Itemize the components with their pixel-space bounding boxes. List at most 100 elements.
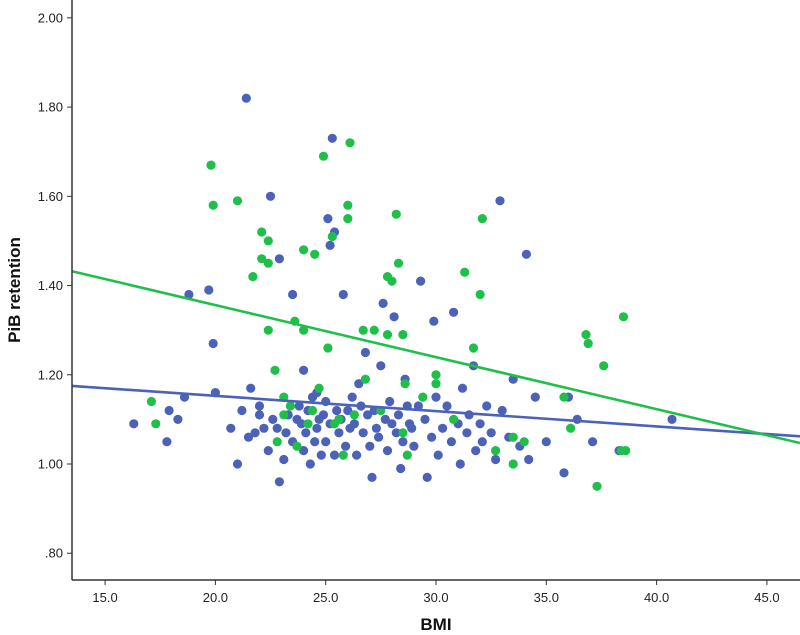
data-point-series-2 bbox=[477, 214, 487, 224]
data-point-series-1 bbox=[327, 133, 337, 143]
data-point-series-1 bbox=[389, 312, 399, 322]
data-point-series-1 bbox=[310, 437, 320, 447]
data-point-series-1 bbox=[387, 419, 397, 429]
x-tick-label: 15.0 bbox=[92, 590, 117, 605]
x-tick-label: 40.0 bbox=[644, 590, 669, 605]
data-point-series-1 bbox=[173, 414, 183, 424]
data-point-series-2 bbox=[358, 325, 368, 335]
data-point-series-1 bbox=[427, 432, 437, 442]
data-point-series-2 bbox=[345, 138, 355, 148]
data-point-series-2 bbox=[257, 254, 267, 264]
data-point-series-2 bbox=[398, 330, 408, 340]
data-point-series-2 bbox=[206, 160, 216, 170]
data-point-series-2 bbox=[402, 450, 412, 460]
data-point-series-1 bbox=[246, 383, 256, 393]
y-tick-label: .80 bbox=[45, 546, 63, 561]
data-point-series-1 bbox=[321, 437, 331, 447]
data-point-series-1 bbox=[343, 405, 353, 416]
data-point-series-1 bbox=[332, 405, 342, 416]
data-point-series-1 bbox=[259, 423, 269, 433]
data-point-series-1 bbox=[325, 240, 335, 250]
data-point-series-1 bbox=[449, 307, 459, 317]
data-point-series-1 bbox=[559, 468, 569, 478]
data-point-series-1 bbox=[482, 401, 492, 411]
data-point-series-1 bbox=[358, 428, 368, 438]
data-point-series-1 bbox=[521, 249, 532, 259]
data-point-series-1 bbox=[363, 410, 373, 420]
data-point-series-2 bbox=[257, 227, 267, 237]
data-point-series-2 bbox=[592, 481, 602, 491]
data-point-series-2 bbox=[391, 209, 401, 219]
data-point-series-1 bbox=[530, 392, 540, 402]
data-point-series-1 bbox=[334, 428, 344, 438]
data-point-series-1 bbox=[376, 361, 386, 371]
data-point-series-2 bbox=[307, 405, 318, 416]
data-point-series-2 bbox=[449, 414, 459, 424]
data-point-series-2 bbox=[285, 401, 295, 411]
y-tick-label: 2.00 bbox=[38, 10, 63, 25]
data-point-series-1 bbox=[265, 191, 276, 201]
data-point-series-2 bbox=[360, 374, 370, 384]
data-point-series-1 bbox=[232, 459, 243, 469]
data-point-series-1 bbox=[374, 432, 384, 442]
data-point-series-1 bbox=[274, 477, 284, 487]
data-point-series-1 bbox=[446, 437, 456, 447]
data-point-series-1 bbox=[164, 405, 174, 416]
data-point-series-1 bbox=[318, 410, 329, 420]
data-point-series-1 bbox=[431, 392, 441, 402]
data-point-series-1 bbox=[471, 446, 481, 456]
data-point-series-1 bbox=[378, 298, 388, 308]
data-point-series-2 bbox=[460, 267, 470, 277]
data-point-series-2 bbox=[369, 325, 379, 335]
data-point-series-2 bbox=[299, 245, 309, 255]
data-point-series-1 bbox=[301, 428, 311, 438]
data-point-series-1 bbox=[254, 401, 265, 411]
data-point-series-1 bbox=[329, 450, 340, 460]
data-point-series-1 bbox=[305, 459, 315, 469]
plot-area bbox=[71, 93, 800, 491]
data-point-series-1 bbox=[299, 446, 309, 456]
data-point-series-1 bbox=[442, 401, 452, 411]
data-point-series-1 bbox=[347, 392, 357, 402]
data-point-series-2 bbox=[318, 151, 329, 161]
data-point-series-2 bbox=[508, 432, 518, 442]
data-point-series-1 bbox=[323, 214, 333, 224]
y-tick-label: 1.60 bbox=[38, 189, 63, 204]
data-point-series-1 bbox=[667, 414, 677, 424]
fit-line-series-2 bbox=[71, 269, 800, 445]
data-point-series-2 bbox=[310, 249, 320, 259]
data-point-series-2 bbox=[314, 383, 324, 393]
data-point-series-2 bbox=[270, 365, 280, 375]
data-point-series-2 bbox=[208, 200, 218, 210]
data-point-series-2 bbox=[263, 258, 273, 268]
data-point-series-1 bbox=[312, 423, 322, 433]
data-point-series-1 bbox=[184, 289, 194, 300]
data-point-series-1 bbox=[354, 379, 364, 389]
data-point-series-1 bbox=[274, 254, 284, 264]
data-point-series-2 bbox=[618, 312, 629, 322]
data-point-series-1 bbox=[299, 365, 309, 375]
data-point-series-1 bbox=[462, 428, 472, 438]
y-tick-label: 1.40 bbox=[38, 278, 63, 293]
data-point-series-2 bbox=[400, 379, 410, 389]
data-point-series-1 bbox=[341, 441, 351, 451]
data-point-series-2 bbox=[338, 450, 348, 460]
data-point-series-1 bbox=[360, 347, 370, 358]
data-point-series-1 bbox=[272, 423, 282, 433]
data-point-series-1 bbox=[495, 196, 505, 206]
x-tick-label: 30.0 bbox=[423, 590, 448, 605]
data-point-series-1 bbox=[413, 401, 423, 411]
data-point-series-2 bbox=[559, 392, 569, 402]
data-point-series-1 bbox=[243, 432, 254, 442]
data-point-series-1 bbox=[380, 414, 390, 424]
data-point-series-2 bbox=[343, 214, 353, 224]
data-point-series-2 bbox=[343, 200, 353, 210]
data-point-series-1 bbox=[409, 441, 419, 451]
data-point-series-1 bbox=[457, 383, 468, 393]
data-point-series-1 bbox=[296, 419, 306, 429]
data-point-series-2 bbox=[491, 446, 501, 456]
data-point-series-2 bbox=[566, 423, 576, 433]
data-point-series-1 bbox=[396, 463, 406, 474]
